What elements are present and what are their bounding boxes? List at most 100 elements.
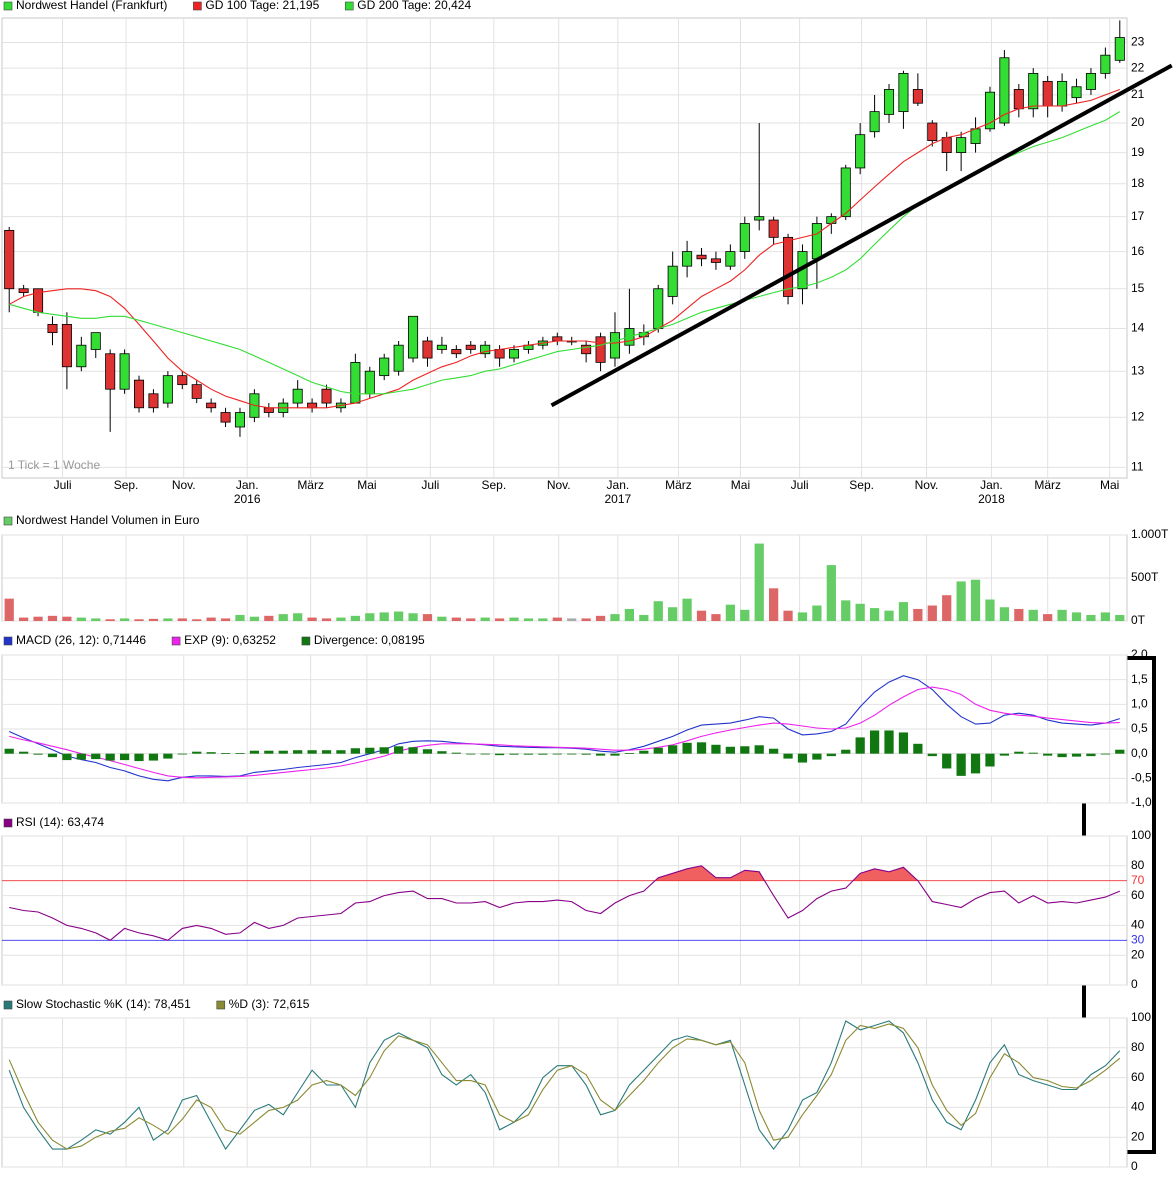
divergence-bar [466,753,476,755]
volume-bar [538,618,548,621]
divergence-bar [379,747,389,754]
y-tick-label: 19 [1131,145,1145,159]
divergence-bar [365,747,375,754]
x-tick-label: März [665,478,692,492]
volume-bar [783,610,793,621]
candle-body [869,111,880,133]
candle-body [148,393,159,409]
candle-body [783,236,794,297]
divergence-bar [105,753,115,761]
divergence-bar [47,753,58,758]
y-tick-label: 1.000T [1131,527,1169,541]
legend-swatch [3,1000,13,1010]
x-tick-label: Mai [1100,478,1119,492]
divergence-bar [1057,753,1067,758]
candle-body [956,137,967,153]
legend-label: RSI (14): 63,474 [16,815,104,829]
y-tick-label: 0T [1131,613,1146,627]
divergence-bar [999,753,1010,756]
candle-body [1100,54,1111,74]
candle-body [999,57,1010,124]
candle-body [984,91,995,130]
candle-body [4,229,15,290]
candle-body [206,402,217,409]
volume-bar [451,617,461,621]
candle-body [18,288,29,294]
volume-bar [1086,614,1096,621]
y-tick-label: -0,5 [1131,771,1152,785]
y-tick-label: 15 [1131,281,1145,295]
volume-bar [206,617,216,621]
divergence-bar [639,750,649,754]
candle-body [912,89,923,104]
candle-body [134,379,145,409]
candle-body [61,324,72,368]
divergence-bar [19,751,29,754]
y-tick-label: 17 [1131,209,1145,223]
candle-body [552,336,563,342]
volume-bar [494,618,505,621]
volume-bar [610,614,620,621]
volume-bar [898,602,909,621]
candle-body [177,375,188,386]
divergence-bar [913,743,923,754]
divergence-bar [321,750,332,754]
volume-bar [797,612,808,621]
candle-body [408,315,419,359]
plot-area [1,1017,1128,1168]
volume-bar [754,543,764,621]
legend-swatch [301,636,311,646]
candle-body [811,223,822,260]
divergence-bar [177,753,187,755]
divergence-bar [826,753,836,757]
volume-bar [33,616,43,621]
divergence-bar [33,753,43,755]
candle-body [480,344,491,355]
divergence-bar [711,744,721,754]
legend-swatch [344,1,354,11]
volume-bar [1071,612,1082,621]
volume-bar [913,608,923,621]
legend-label: GD 100 Tage: 21,195 [205,0,319,12]
volume-bar [985,599,995,621]
candle-body [710,258,721,263]
y-tick-label: 20 [1131,115,1145,129]
candle-body [307,402,318,409]
volume-bar [163,618,173,621]
volume-bar [523,618,534,621]
tick-note: 1 Tick = 1 Woche [8,458,100,472]
volume-bar [249,616,260,621]
series-line [8,1020,1121,1151]
volume-bar [91,618,101,621]
divergence-bar [4,748,14,754]
y-tick-label: 22 [1131,60,1145,74]
volume-bar [740,609,750,621]
candle-body [754,216,765,221]
legend-swatch [3,818,13,828]
candle-body [393,344,404,372]
candle-body [191,384,202,399]
divergence-bar [884,730,894,754]
volume-bar [105,619,115,621]
divergence-bar [754,745,764,754]
volume-bar [869,608,880,621]
divergence-bar [1028,752,1038,754]
series-line [9,686,1120,779]
volume-bar [480,617,490,621]
divergence-bar [855,737,865,754]
y-tick-label: 100 [1131,1010,1151,1024]
x-tick-label: Juli [791,478,809,492]
x-tick-label: März [297,478,324,492]
divergence-bar [797,753,808,763]
overbought-fill [655,865,918,881]
divergence-bar [119,753,130,761]
volume-bar [437,616,447,621]
volume-bar [841,600,851,621]
volume-bar [1057,609,1067,621]
x-tick-label: Sep. [481,478,506,492]
y-tick-label: 60 [1131,1070,1145,1084]
divergence-bar [538,753,548,755]
candle-body [422,340,433,359]
volume-bar [4,598,14,621]
